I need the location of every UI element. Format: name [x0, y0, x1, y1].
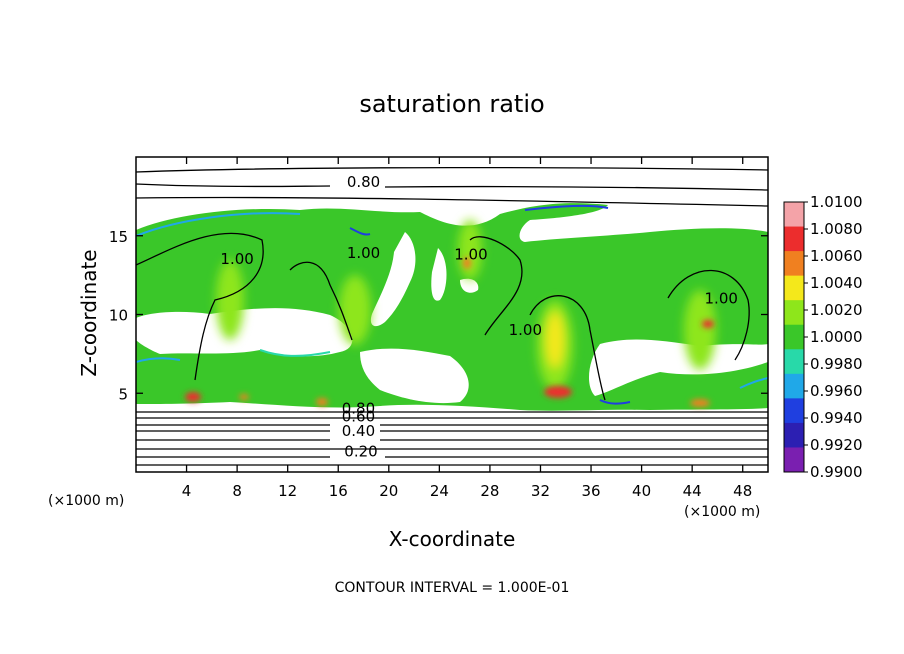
x-unit-label-right: (×1000 m)	[684, 504, 760, 520]
chart-title: saturation ratio	[359, 90, 544, 118]
plot-area: 0.801.00 1.00 1.001.001.000.800.600.400.20	[136, 157, 768, 472]
contour-label: 1.00	[347, 244, 380, 262]
contour-label: 0.40	[342, 422, 375, 440]
x-tick-label: 8	[232, 482, 242, 500]
colorbar-swatch	[784, 447, 804, 473]
x-tick-label: 16	[329, 482, 348, 500]
colorbar: 1.0100 1.0080 1.0060 1.0040 1.0020 1.0000 0.99…	[783, 193, 863, 481]
x-tick-label: 4	[182, 482, 192, 500]
contour-label: 1.00	[454, 245, 487, 263]
x-tick-label: 28	[480, 482, 499, 500]
colorbar-swatch	[784, 324, 804, 350]
plumes	[216, 220, 716, 390]
colorbar-swatch	[784, 373, 804, 399]
contour-label: 1.00	[509, 321, 542, 339]
contour-label: 1.00	[705, 289, 738, 307]
colorbar-label: 1.0040	[810, 274, 863, 292]
colorbar-label: 0.9940	[810, 409, 863, 427]
y-axis-label: Z-coordinate	[77, 249, 101, 376]
contour-label: 1.00	[220, 250, 253, 268]
colorbar-swatch	[784, 422, 804, 448]
supersaturation-cores	[185, 257, 714, 407]
contour-labels: 0.801.00 1.00 1.001.001.000.800.600.400.20	[220, 173, 738, 460]
colorbar-label: 0.9920	[810, 436, 863, 454]
colorbar-label: 1.0080	[810, 220, 863, 238]
y-tick-label: 10	[109, 307, 128, 325]
colorbar-label: 0.9960	[810, 382, 863, 400]
colorbar-label: 1.0100	[810, 193, 863, 211]
x-tick-label: 44	[683, 482, 702, 500]
colorbar-label: 0.9980	[810, 355, 863, 373]
x-axis: 4 8 12 16 20 24 28 32 36 40 44 48	[182, 157, 752, 500]
colorbar-swatch	[784, 275, 804, 301]
y-tick-label: 15	[109, 228, 128, 246]
x-axis-label: X-coordinate	[389, 527, 516, 551]
contour-label: 0.60	[342, 408, 375, 426]
colorbar-swatch	[784, 398, 804, 424]
x-tick-label: 48	[733, 482, 752, 500]
colorbar-label: 1.0060	[810, 247, 863, 265]
contour-label: 0.20	[344, 442, 377, 460]
contour-interval-note: CONTOUR INTERVAL = 1.000E-01	[335, 580, 570, 596]
colorbar-label: 1.0000	[810, 328, 863, 346]
x-tick-label: 36	[581, 482, 600, 500]
colorbar-swatch	[784, 251, 804, 277]
colorbar-label: 0.9900	[810, 463, 863, 481]
y-axis: 5 10 15	[109, 228, 768, 403]
colorbar-swatch	[784, 226, 804, 252]
colorbar-swatch	[784, 349, 804, 375]
x-tick-label: 32	[531, 482, 550, 500]
unsaturated-gaps	[136, 232, 768, 404]
colorbar-label: 1.0020	[810, 301, 863, 319]
contour-label: 0.80	[342, 400, 375, 418]
colorbar-swatch	[784, 300, 804, 326]
colorbar-swatch	[784, 202, 804, 228]
x-tick-label: 12	[278, 482, 297, 500]
y-tick-label: 5	[118, 385, 128, 403]
subsaturated-edges	[136, 204, 768, 405]
x-tick-label: 40	[632, 482, 651, 500]
contours	[136, 166, 768, 466]
x-unit-label: (×1000 m)	[48, 493, 124, 509]
contour-label: 0.80	[347, 173, 380, 191]
x-tick-label: 20	[379, 482, 398, 500]
x-tick-label: 24	[430, 482, 449, 500]
